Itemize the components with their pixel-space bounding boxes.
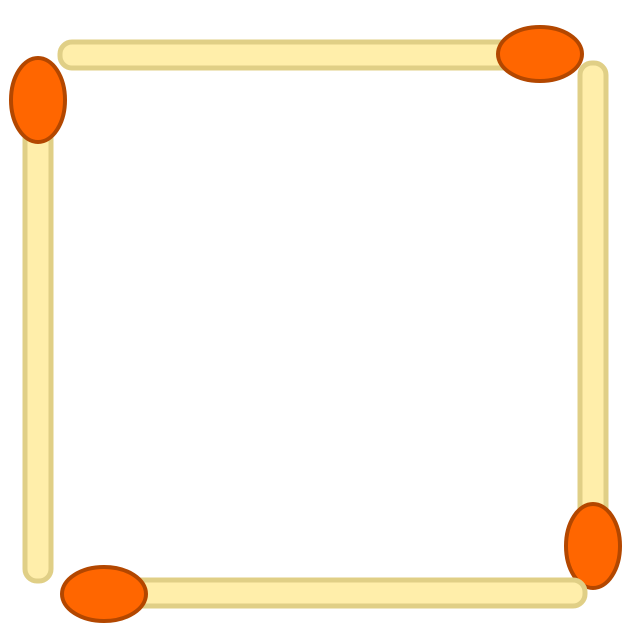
matchstick-head-icon	[496, 25, 584, 83]
matchstick-body	[57, 39, 553, 71]
matchstick-head-icon	[60, 565, 148, 623]
matchstick-body	[22, 92, 54, 584]
right-match[interactable]	[564, 60, 622, 590]
matchstick-body	[577, 60, 609, 566]
left-match[interactable]	[9, 56, 67, 584]
matchstick-body	[107, 577, 588, 609]
top-match[interactable]	[57, 25, 584, 83]
matchstick-head-icon	[9, 56, 67, 144]
matchstick-head-icon	[564, 502, 622, 590]
bottom-match[interactable]	[60, 565, 588, 623]
